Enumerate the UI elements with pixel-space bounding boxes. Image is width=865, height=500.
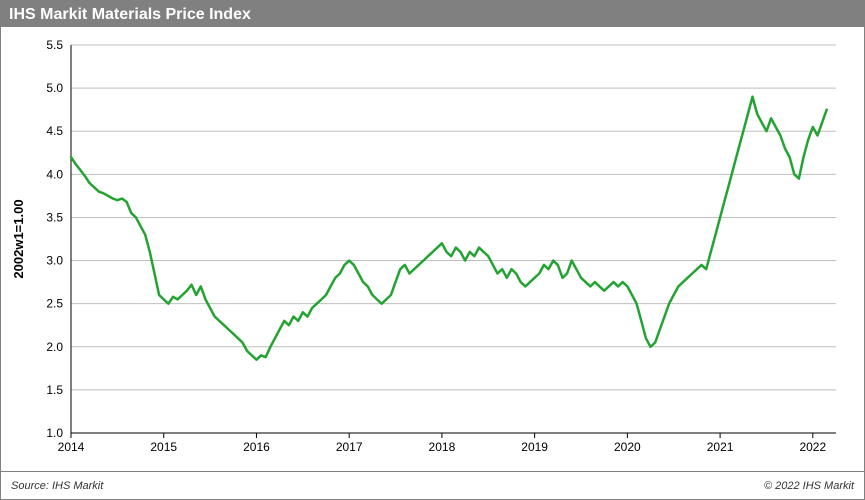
svg-text:2019: 2019 (521, 440, 548, 454)
chart-series-line (71, 97, 827, 360)
svg-text:2016: 2016 (243, 440, 270, 454)
svg-text:1.5: 1.5 (46, 383, 63, 397)
svg-text:2018: 2018 (429, 440, 456, 454)
svg-text:2015: 2015 (150, 440, 177, 454)
svg-text:2.5: 2.5 (46, 297, 63, 311)
chart-footer: Source: IHS Markit © 2022 IHS Markit (1, 471, 864, 499)
chart-source-prefix: Source: (11, 480, 52, 492)
svg-text:2017: 2017 (336, 440, 363, 454)
chart-svg: 1.01.52.02.53.03.54.04.55.05.5 201420152… (1, 27, 864, 471)
chart-title: IHS Markit Materials Price Index (9, 6, 251, 23)
chart-plot-zone: 1.01.52.02.53.03.54.04.55.05.5 201420152… (1, 27, 864, 471)
svg-text:1.0: 1.0 (46, 426, 63, 440)
chart-copyright: © 2022 IHS Markit (764, 480, 854, 492)
svg-text:2.0: 2.0 (46, 340, 63, 354)
svg-text:5.5: 5.5 (46, 38, 63, 52)
svg-text:4.5: 4.5 (46, 124, 63, 138)
svg-text:4.0: 4.0 (46, 167, 63, 181)
svg-text:2020: 2020 (614, 440, 641, 454)
svg-text:2021: 2021 (707, 440, 734, 454)
svg-text:2022: 2022 (799, 440, 826, 454)
svg-text:5.0: 5.0 (46, 81, 63, 95)
chart-source-name: IHS Markit (52, 480, 103, 492)
chart-gridlines (71, 45, 836, 433)
chart-y-axis: 1.0 1.5 2.0 2.5 3.0 3.5 4.0 4.5 5.0 5.5 (46, 38, 71, 440)
chart-title-bar: IHS Markit Materials Price Index (1, 1, 864, 27)
svg-text:2014: 2014 (58, 440, 85, 454)
svg-text:3.5: 3.5 (46, 210, 63, 224)
chart-y-axis-label: 2002w1=1.00 (11, 199, 26, 278)
chart-container: IHS Markit Materials Price Index 1.0 1.5 2… (0, 0, 865, 500)
chart-source: Source: IHS Markit (11, 480, 103, 492)
svg-text:3.0: 3.0 (46, 254, 63, 268)
chart-x-axis: 2014 2015 2016 2017 2018 2019 2020 2021 2022 (58, 433, 836, 454)
